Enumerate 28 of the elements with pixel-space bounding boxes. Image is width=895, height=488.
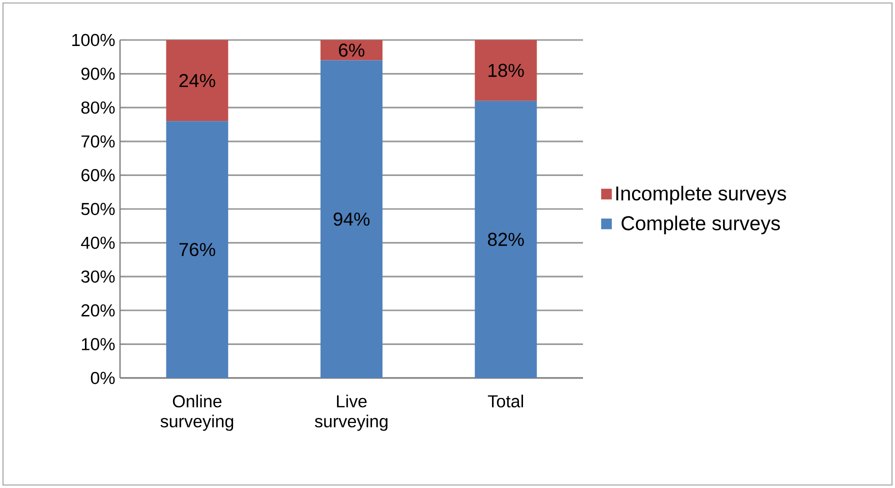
bar [166, 121, 228, 378]
y-tick-label: 30% [81, 270, 115, 283]
bar [474, 40, 537, 101]
bar [320, 60, 383, 378]
y-tick-label: 40% [81, 236, 115, 249]
data-label: 18% [488, 64, 524, 78]
data-label: 94% [334, 212, 370, 226]
x-tick-label: Online surveying [160, 394, 234, 431]
data-label: 24% [179, 74, 216, 88]
x-tick-label: Live surveying [314, 394, 388, 431]
bar [474, 100, 537, 378]
y-tick-label: 70% [82, 135, 115, 148]
bar [320, 40, 383, 60]
y-tick-label: 60% [81, 169, 115, 182]
data-label: 76% [179, 242, 216, 256]
data-label: 6% [338, 44, 364, 57]
bar [166, 40, 228, 122]
data-label: 82% [488, 232, 524, 246]
y-tick-label: 50% [81, 202, 115, 216]
legend-label: Complete surveys [622, 216, 780, 234]
y-tick-label: 20% [81, 304, 115, 317]
legend-label: Incomplete surveys [616, 186, 786, 204]
y-tick-label: 100% [72, 34, 115, 46]
y-tick-label: 10% [82, 338, 115, 350]
x-tick-label: Total [488, 394, 523, 408]
y-tick-label: 80% [81, 101, 115, 114]
y-tick-label: 0% [90, 372, 115, 384]
y-tick-label: 90% [81, 68, 115, 80]
